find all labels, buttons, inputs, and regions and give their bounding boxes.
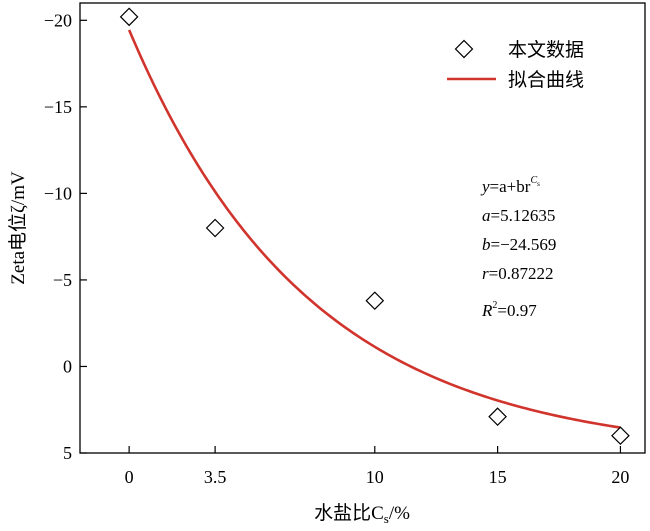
x-tick-label: 20 <box>611 467 629 487</box>
equation-r: r=0.87222 <box>482 264 553 283</box>
equation-r-squared: R2=0.97 <box>481 300 537 320</box>
y-axis-ticks: −20 −15 −10 −5 0 5 <box>44 10 87 463</box>
x-tick-label: 3.5 <box>204 467 227 487</box>
y-tick-label: −5 <box>53 270 72 290</box>
data-point <box>611 426 630 446</box>
x-tick-label: 0 <box>125 467 134 487</box>
legend-label-fit: 拟合曲线 <box>508 69 584 91</box>
fit-curve-line <box>127 29 621 429</box>
y-tick-label: 5 <box>63 443 72 463</box>
y-tick-label: −20 <box>44 10 72 30</box>
x-tick-label: 15 <box>489 467 507 487</box>
y-tick-label: −10 <box>44 183 72 203</box>
legend-label-data: 本文数据 <box>508 39 584 61</box>
equation-annotation: y=a+brCs a=5.12635 b=−24.569 r=0.87222 R… <box>480 175 556 320</box>
plot-frame <box>79 2 646 454</box>
x-axis-ticks: 0 3.5 10 15 20 <box>125 446 629 487</box>
legend: 本文数据 拟合曲线 <box>447 39 584 91</box>
data-point <box>205 218 225 238</box>
y-axis-label: Zeta电位ζ/mV <box>7 171 29 285</box>
data-point <box>488 407 507 427</box>
y-tick-label: −15 <box>44 97 72 117</box>
data-point <box>365 291 385 311</box>
y-tick-label: 0 <box>63 356 72 376</box>
equation-formula: y=a+brCs <box>480 175 540 196</box>
data-markers <box>119 7 630 446</box>
data-point <box>119 7 139 27</box>
equation-b: b=−24.569 <box>482 235 556 254</box>
x-tick-label: 10 <box>366 467 384 487</box>
equation-a: a=5.12635 <box>482 206 555 225</box>
x-axis-label: 水盐比Cs/% <box>314 502 410 526</box>
legend-diamond-marker <box>454 39 474 59</box>
